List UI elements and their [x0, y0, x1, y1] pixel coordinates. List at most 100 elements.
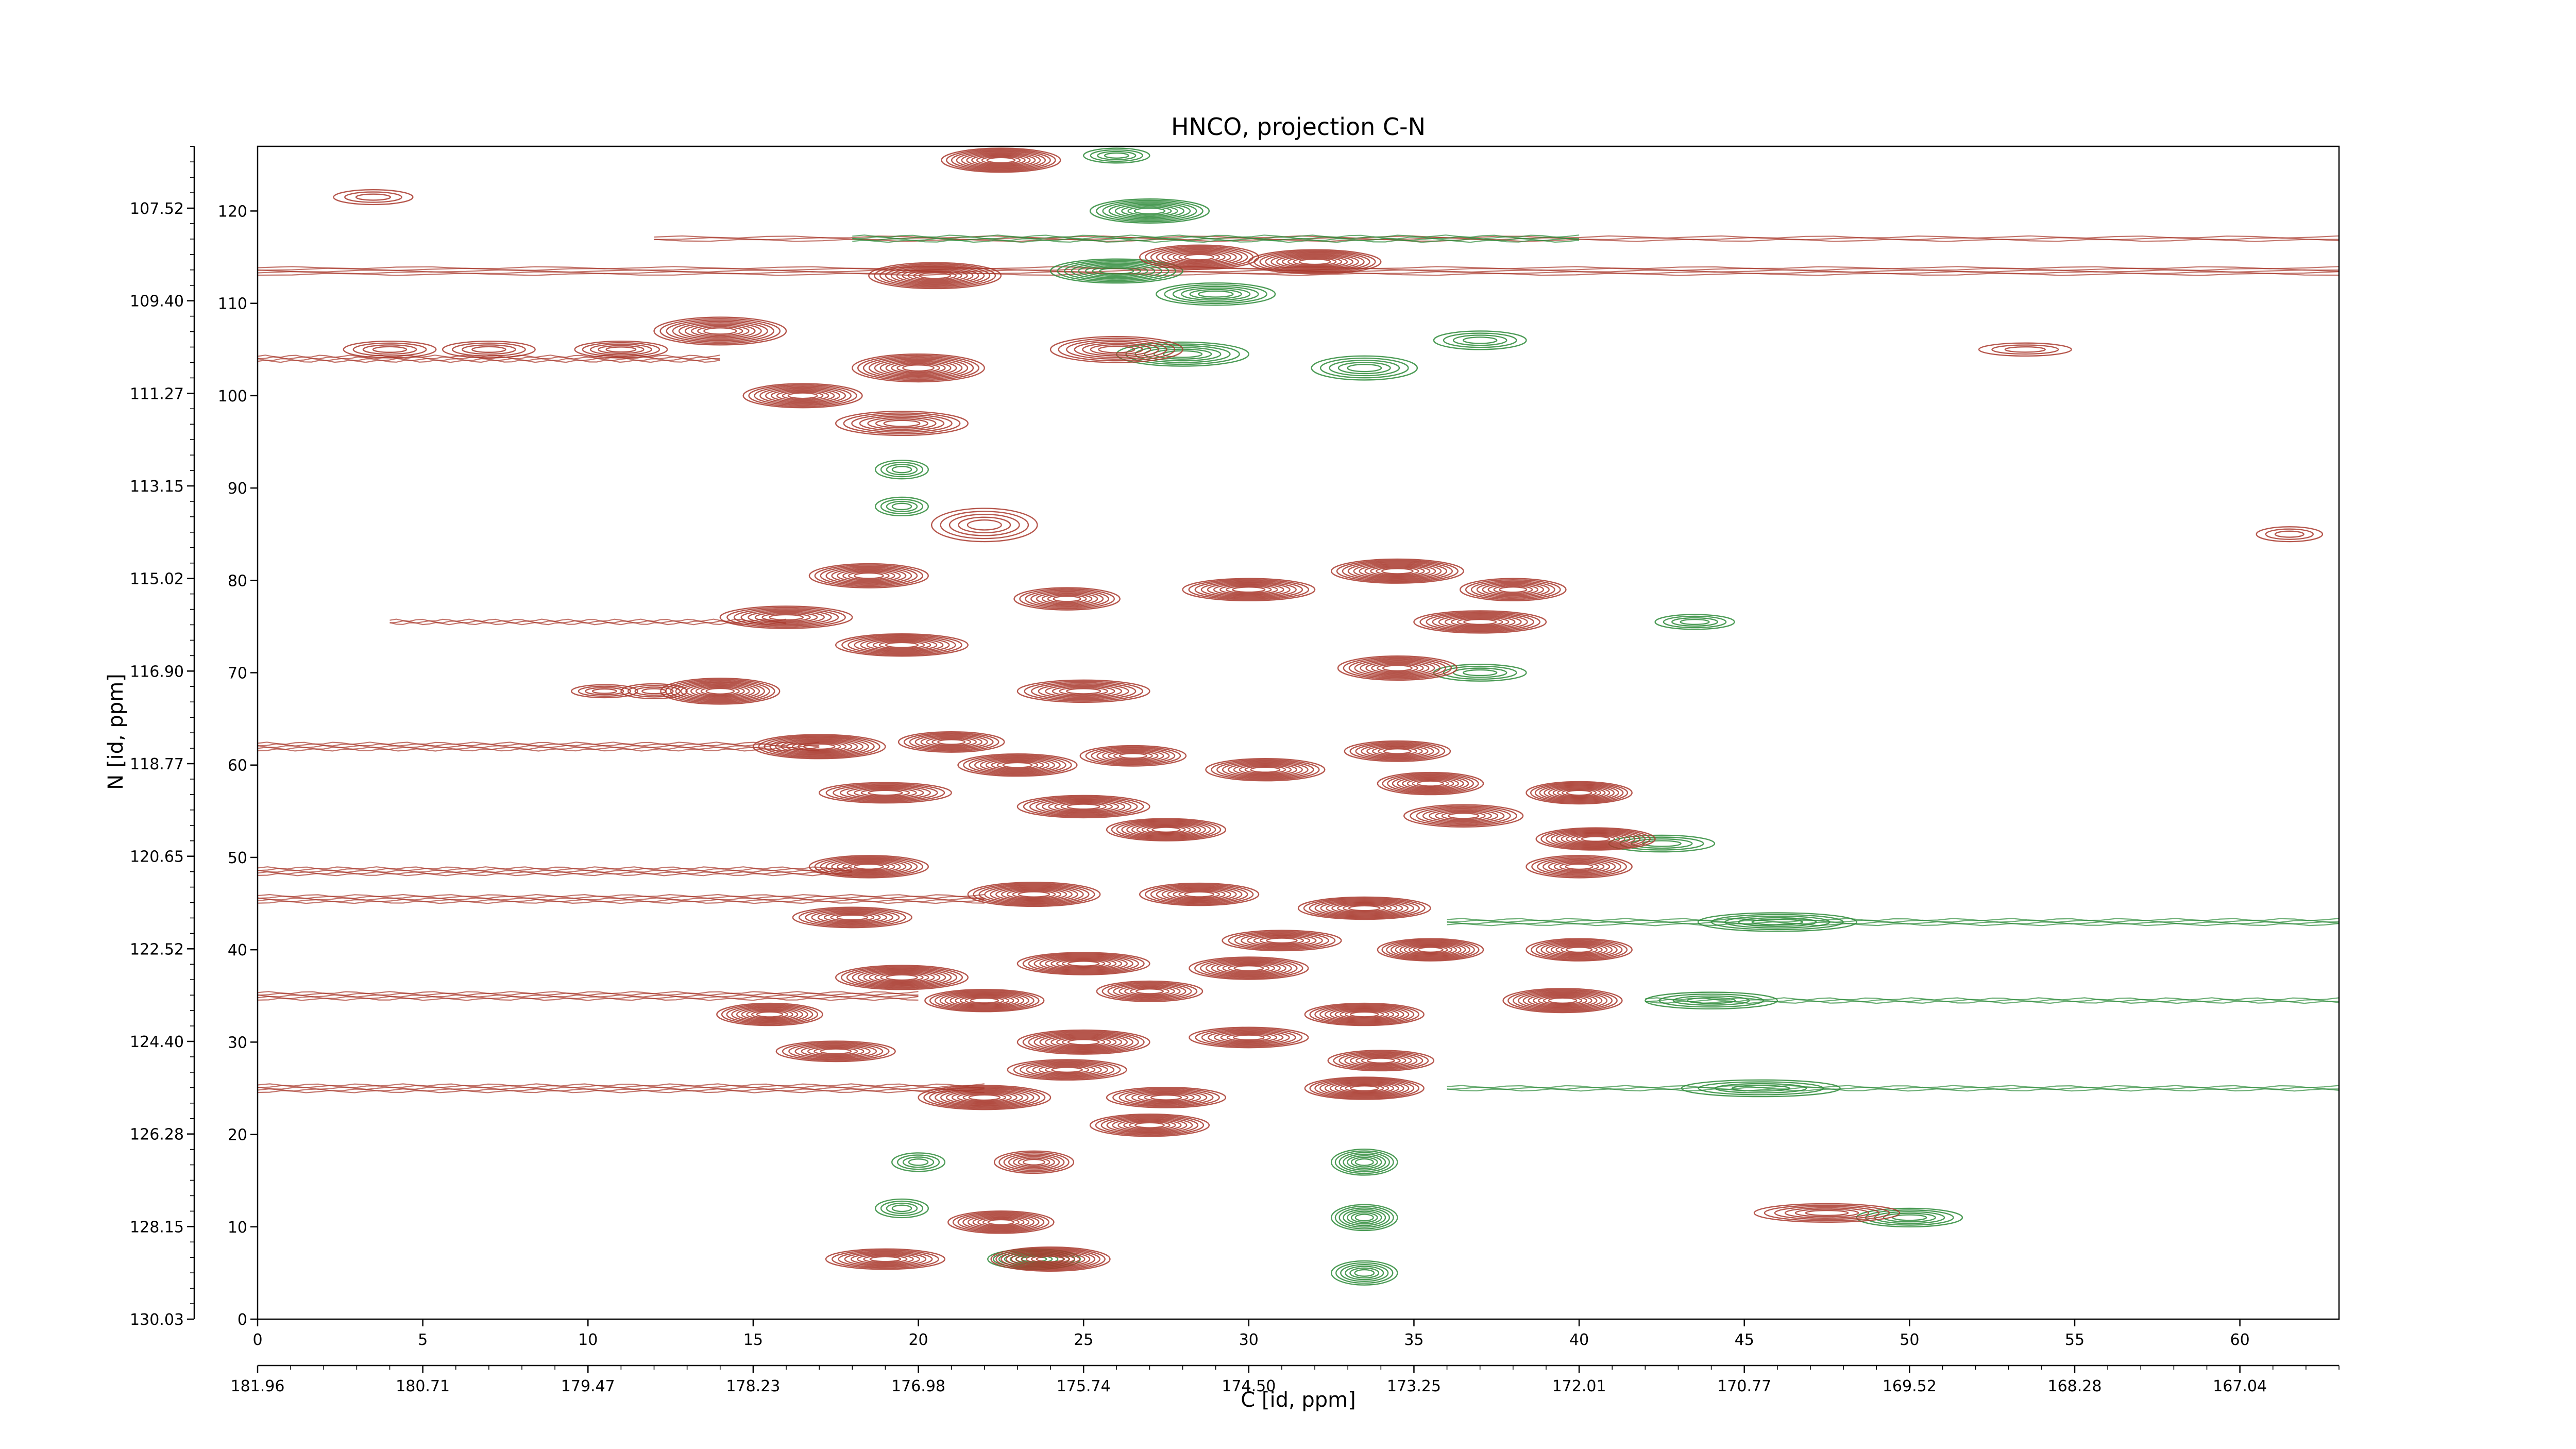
positive-peak [1013, 587, 1121, 611]
positive-peak [1502, 988, 1623, 1014]
negative-peak-level [886, 500, 918, 512]
positive-peak-level [1151, 827, 1181, 833]
positive-peak-level [929, 990, 1040, 1012]
positive-peak-level [850, 1253, 920, 1266]
x-index-tick-label: 0 [252, 1331, 262, 1349]
positive-peak-level [1319, 1080, 1410, 1097]
positive-peak-level [880, 973, 924, 982]
positive-peak-level [680, 682, 760, 700]
positive-peak-level [1188, 579, 1310, 600]
positive-peak-level [1550, 943, 1608, 956]
positive-peak-level [1233, 1034, 1265, 1041]
positive-peak [818, 782, 952, 804]
positive-peak-level [1345, 1010, 1384, 1019]
positive-peak-level [818, 782, 952, 804]
positive-peak-level [1535, 827, 1656, 851]
positive-peak-level [1360, 660, 1435, 676]
positive-peak-level [1184, 891, 1215, 898]
positive-peak [1753, 1203, 1901, 1223]
positive-peak-level [1205, 959, 1292, 977]
y-ppm-tick-label: 122.52 [130, 940, 184, 958]
positive-peak [1079, 745, 1187, 767]
negative-peak [1645, 991, 1778, 1010]
positive-peak-level [919, 272, 951, 279]
positive-peak-level [1036, 798, 1132, 815]
positive-peak-level [1067, 1039, 1100, 1046]
positive-peak-level [1013, 1156, 1055, 1169]
positive-peak-level [1548, 860, 1611, 873]
positive-peak-level [598, 345, 645, 354]
positive-peak [1297, 896, 1431, 920]
positive-peak-level [1417, 947, 1444, 953]
positive-peak-level [1370, 566, 1425, 577]
positive-peak-level [1150, 885, 1248, 904]
positive-peak [2256, 526, 2324, 543]
positive-peak-level [1361, 744, 1434, 759]
positive-peak-level [1125, 1090, 1208, 1105]
negative-peak-level [1156, 282, 1276, 306]
positive-peak-level [666, 319, 775, 343]
positive-peak-level [1350, 1054, 1412, 1067]
positive-peak-level [756, 1011, 784, 1018]
positive-peak-level [1366, 745, 1429, 757]
negative-peak-level [1645, 991, 1778, 1010]
positive-peak-level [1107, 983, 1192, 1000]
negative-peak [1697, 912, 1857, 932]
positive-peak-level [907, 270, 962, 281]
positive-peak-level [831, 568, 907, 584]
positive-peak-level [863, 970, 941, 985]
positive-peak-level [1309, 1003, 1420, 1025]
positive-peak-level [1106, 1086, 1227, 1108]
negative-ridge [1447, 1085, 2339, 1092]
positive-peak-level [1327, 1050, 1435, 1072]
positive-peak-level [961, 151, 1041, 169]
positive-peak-level [748, 610, 825, 625]
negative-peak-level [1127, 206, 1172, 216]
positive-peak-level [1324, 1081, 1404, 1096]
positive-peak-level [1566, 789, 1592, 796]
negative-peak [1608, 834, 1716, 853]
positive-peak-level [902, 269, 968, 282]
negative-peak-level [1354, 1269, 1375, 1277]
positive-peak-level [1340, 1009, 1389, 1019]
positive-peak-level [1200, 581, 1297, 598]
positive-peak-level [1016, 679, 1150, 703]
positive-peak-level [808, 563, 929, 588]
positive-peak-level [902, 364, 935, 372]
positive-peak-level [970, 997, 999, 1004]
positive-peak-level [1304, 1002, 1425, 1026]
positive-peak [442, 340, 536, 359]
positive-peak-level [985, 759, 1050, 771]
negative-peak-level [1049, 258, 1183, 284]
positive-peak-level [979, 757, 1055, 772]
positive-peak-level [978, 884, 1090, 905]
positive-peak-level [1566, 833, 1625, 845]
positive-peak-level [1298, 258, 1331, 265]
positive-peak-level [1355, 743, 1440, 760]
positive-peak-level [1552, 787, 1606, 799]
positive-peak-level [963, 754, 1072, 776]
negative-peak-level [1096, 199, 1204, 223]
positive-peak-level [1395, 942, 1466, 958]
positive-peak [930, 508, 1038, 543]
negative-peak-level [896, 1154, 940, 1170]
negative-peak-level [1350, 1156, 1378, 1168]
positive-peak-level [1526, 781, 1633, 805]
positive-peak-level [355, 193, 391, 201]
positive-peak-level [1526, 938, 1633, 962]
positive-peak-level [1091, 747, 1176, 765]
x-index-tick-label: 25 [1074, 1331, 1093, 1349]
positive-peak [852, 353, 985, 383]
positive-peak-level [740, 609, 832, 626]
positive-peak-level [1349, 1085, 1379, 1091]
positive-peak-level [1220, 1032, 1278, 1043]
positive-peak-level [1337, 903, 1392, 913]
y-ppm-tick-label: 120.65 [130, 848, 184, 866]
negative-peak-level [1172, 285, 1259, 302]
positive-peak-level [1026, 1062, 1108, 1077]
positive-peak-level [1410, 805, 1517, 827]
positive-peak-level [1111, 819, 1222, 840]
positive-peak-level [1195, 1027, 1303, 1048]
positive-peak-level [1422, 807, 1505, 824]
positive-peak-level [1376, 567, 1419, 576]
